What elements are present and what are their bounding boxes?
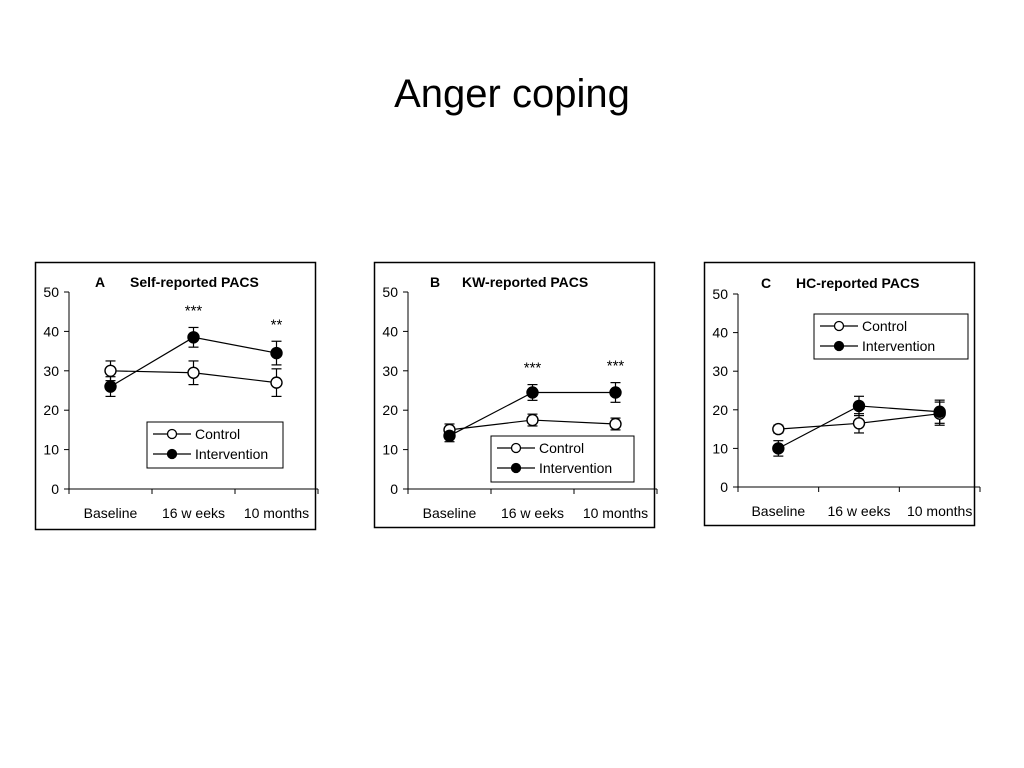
data-point-control <box>609 417 622 431</box>
legend-label: Control <box>862 318 907 334</box>
legend-marker <box>833 340 845 352</box>
y-tick-label: 40 <box>43 323 59 339</box>
y-tick-label: 50 <box>43 284 59 300</box>
panel-frame <box>703 261 976 527</box>
y-tick-label: 30 <box>382 363 398 379</box>
data-point-intervention <box>609 386 622 399</box>
x-tick-label: Baseline <box>751 503 805 519</box>
data-point-control <box>772 422 785 436</box>
page-title: Anger coping <box>394 72 630 116</box>
y-tick-label: 0 <box>390 481 398 497</box>
legend-label: Intervention <box>539 460 612 476</box>
significance-label: *** <box>524 360 542 377</box>
legend-label: Control <box>195 426 240 442</box>
y-tick-label: 0 <box>720 479 728 495</box>
panel-letter: A <box>95 274 105 290</box>
legend-marker <box>166 448 178 460</box>
chart-svg: C HC-reported PACS 0 10 20 30 40 50 Baseline 16 w… <box>703 261 981 527</box>
panel-title: HC-reported PACS <box>796 275 919 291</box>
data-point-intervention <box>187 331 200 344</box>
data-point-intervention <box>104 380 117 393</box>
x-tick-label: 16 w eeks <box>162 505 225 521</box>
y-tick-label: 20 <box>43 402 59 418</box>
chart-svg: A Self-reported PACS 0 10 20 30 40 50 Baseline 16… <box>34 261 319 531</box>
legend-label: Intervention <box>862 338 935 354</box>
panel-frame <box>34 261 317 531</box>
x-tick-label: 10 months <box>583 505 648 521</box>
significance-label: *** <box>607 358 625 375</box>
y-tick-label: 10 <box>382 442 398 458</box>
data-point-intervention <box>852 399 866 413</box>
data-point-intervention <box>526 386 539 399</box>
y-tick-label: 50 <box>712 286 728 302</box>
x-tick-label: 16 w eeks <box>827 503 890 519</box>
legend-label: Intervention <box>195 446 268 462</box>
x-tick-label: 10 months <box>907 503 972 519</box>
panel-frame <box>373 261 656 529</box>
data-point-control <box>526 413 539 427</box>
panel-letter: B <box>430 274 440 290</box>
chart-svg: B KW-reported PACS 0 10 20 30 40 50 Baseline 16 w… <box>373 261 658 529</box>
y-tick-label: 10 <box>43 442 59 458</box>
y-tick-label: 30 <box>43 363 59 379</box>
legend-marker <box>833 320 845 332</box>
chart-panel-a: A Self-reported PACS 0 10 20 30 40 50 Baseline 16… <box>34 261 319 531</box>
x-tick-label: 10 months <box>244 505 309 521</box>
y-tick-label: 10 <box>712 440 728 456</box>
y-tick-label: 40 <box>382 323 398 339</box>
x-tick-label: 16 w eeks <box>501 505 564 521</box>
data-point-control <box>104 364 117 378</box>
legend-marker <box>166 428 178 440</box>
data-point-intervention <box>443 429 456 443</box>
y-tick-label: 50 <box>382 284 398 300</box>
y-tick-label: 30 <box>712 363 728 379</box>
data-point-control <box>270 376 283 389</box>
legend-label: Control <box>539 440 584 456</box>
y-tick-label: 0 <box>51 481 59 497</box>
legend-marker <box>510 442 522 454</box>
chart-panel-b: B KW-reported PACS 0 10 20 30 40 50 Baseline 16 w… <box>373 261 658 529</box>
significance-label: ** <box>271 316 283 333</box>
panel-title: KW-reported PACS <box>462 274 588 290</box>
significance-label: *** <box>185 302 203 319</box>
panel-title: Self-reported PACS <box>130 274 259 290</box>
data-point-intervention <box>270 346 283 360</box>
legend-marker <box>510 462 522 474</box>
x-tick-label: Baseline <box>84 505 138 521</box>
data-point-control <box>187 366 200 379</box>
chart-panel-c: C HC-reported PACS 0 10 20 30 40 50 Baseline 16 w… <box>703 261 981 527</box>
data-point-intervention <box>933 405 946 418</box>
panel-letter: C <box>761 275 771 291</box>
y-tick-label: 20 <box>712 402 728 418</box>
y-tick-label: 20 <box>382 402 398 418</box>
data-point-intervention <box>772 442 785 455</box>
data-point-control <box>852 417 866 430</box>
y-tick-label: 40 <box>712 325 728 341</box>
x-tick-label: Baseline <box>423 505 477 521</box>
